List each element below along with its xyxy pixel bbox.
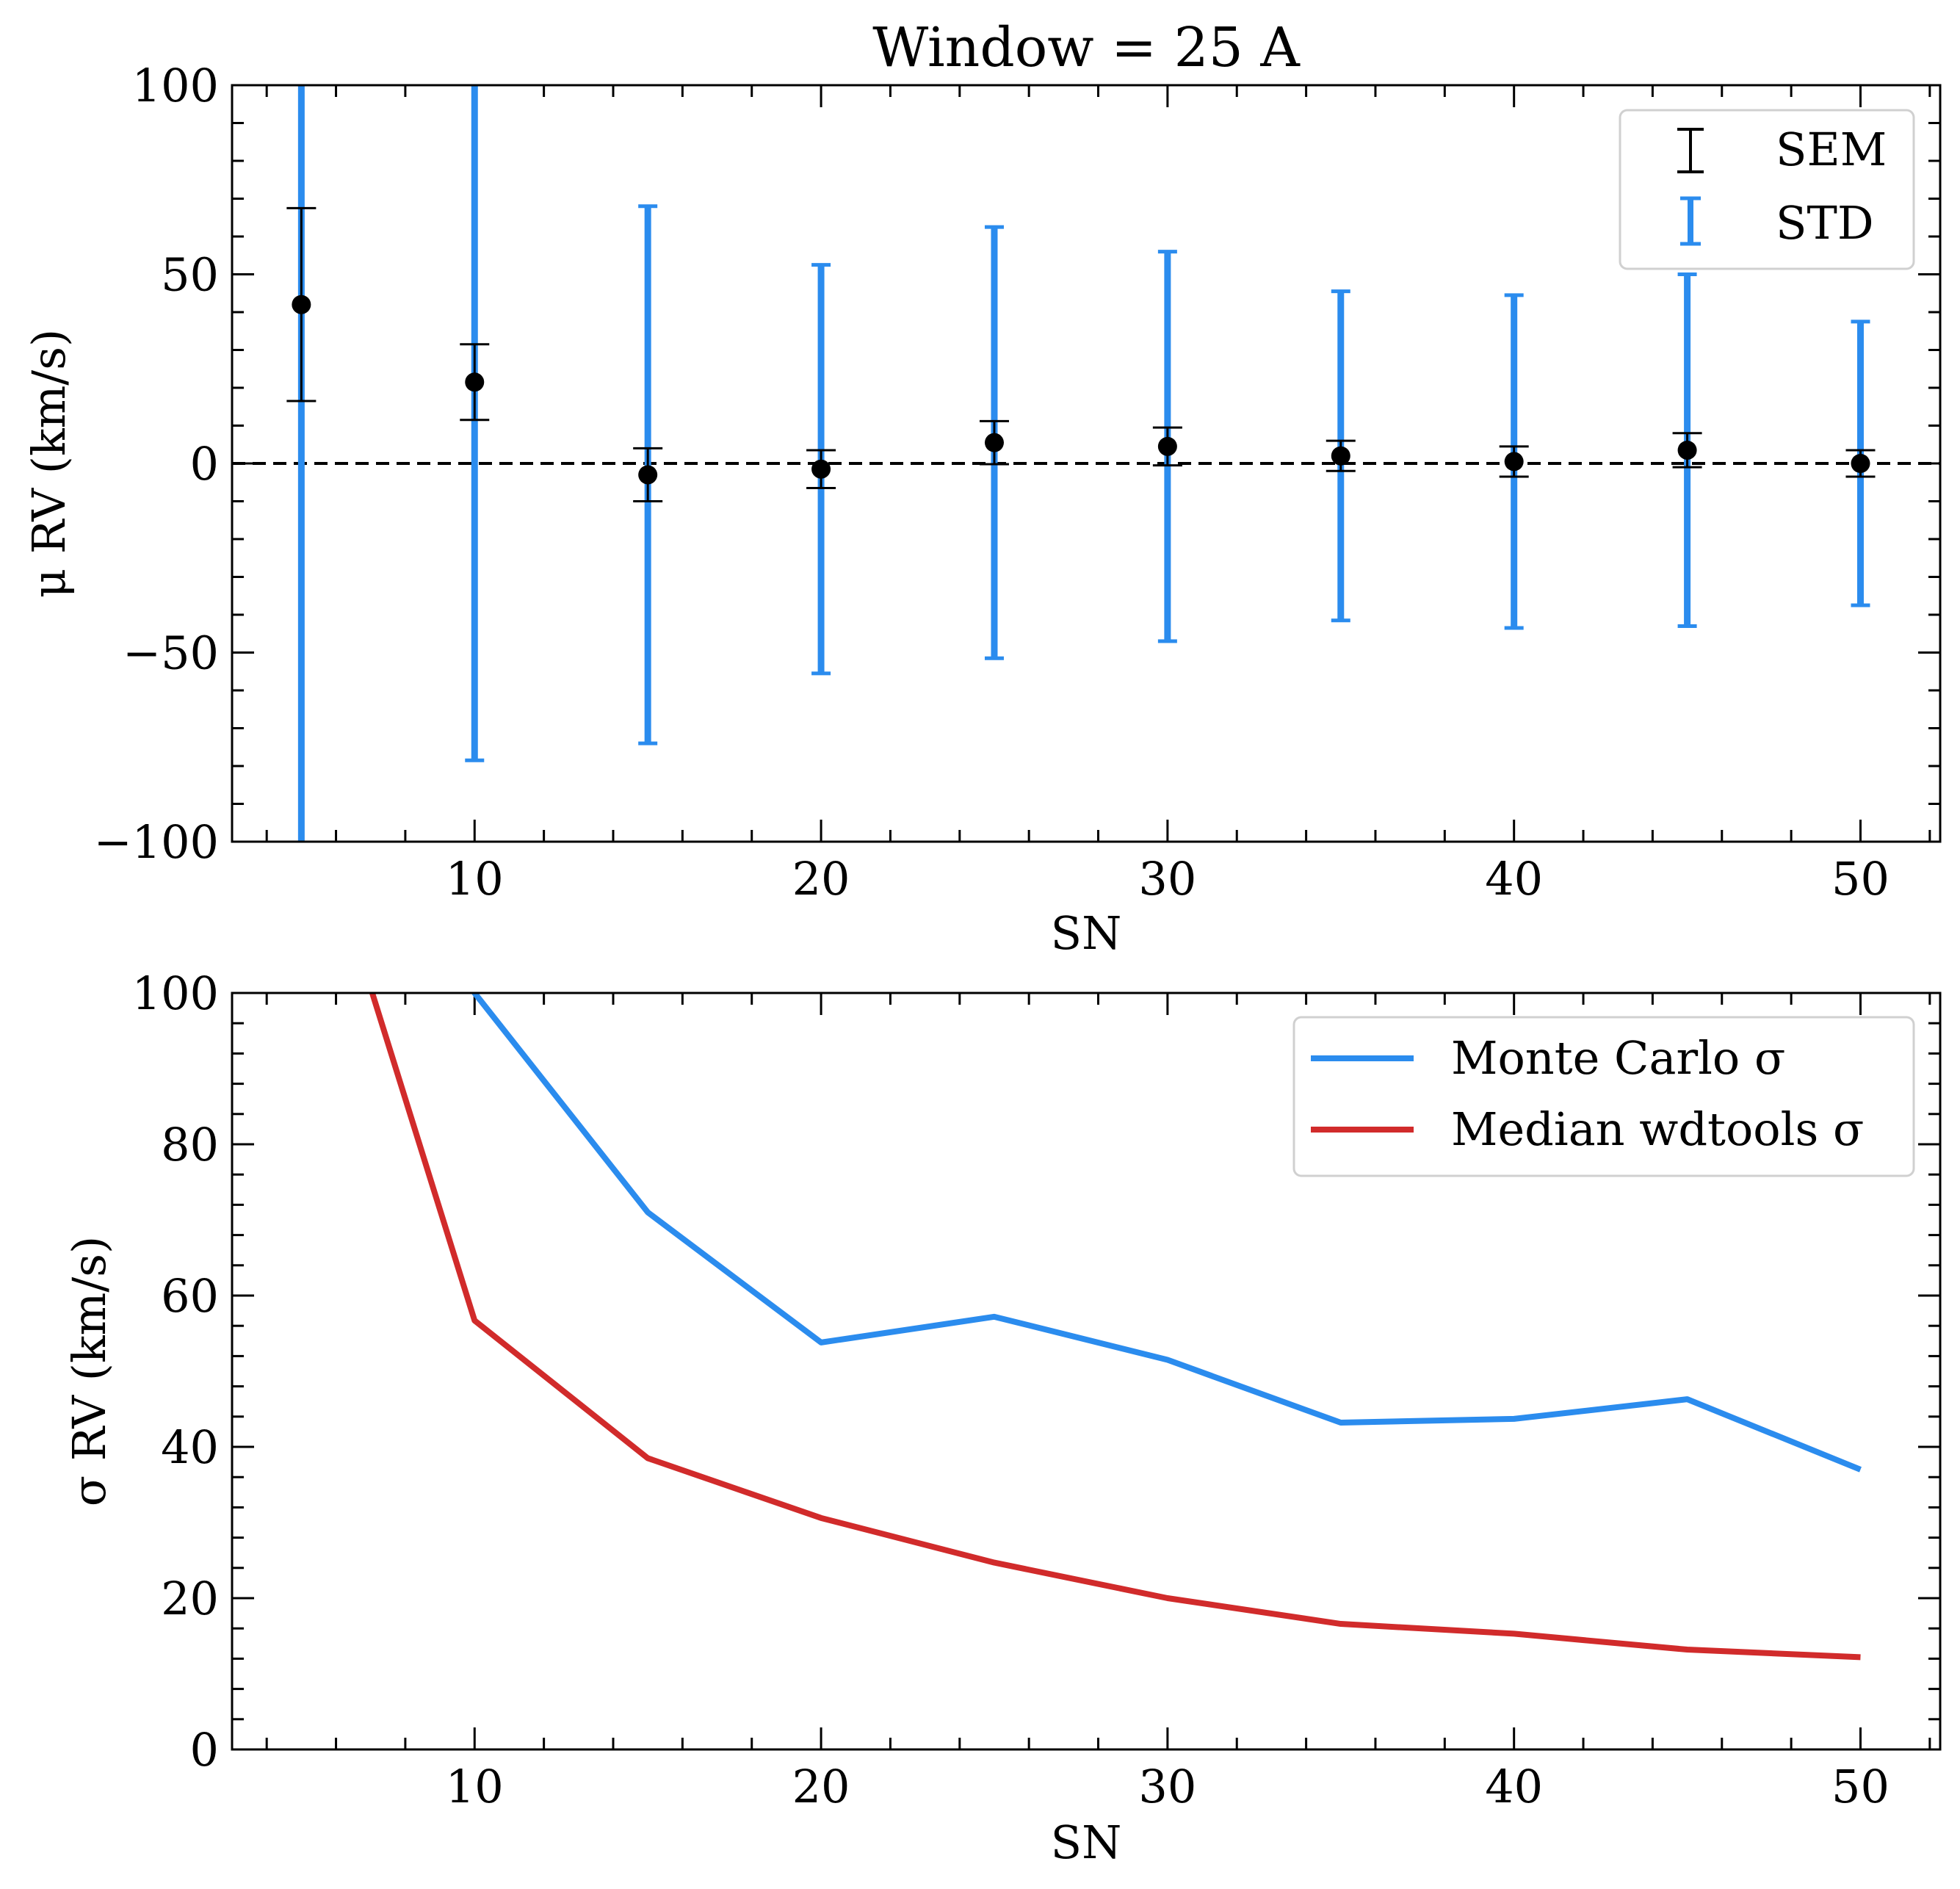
top-y-tick-label: 50 [161, 248, 219, 302]
top-plot-area [232, 85, 1940, 842]
bottom-x-tick-label: 50 [1831, 1760, 1890, 1813]
bottom-y-tick-label: 0 [190, 1723, 219, 1777]
bottom-x-tick-label: 30 [1138, 1760, 1196, 1813]
bottom-tick-labels: 10 20 30 40 50 0 20 40 60 80 100 [132, 967, 1890, 1813]
legend-std-label: STD [1776, 196, 1874, 250]
wdtools-line [369, 993, 1861, 1661]
mean-point [1504, 452, 1524, 472]
mean-point [638, 465, 658, 485]
top-axes-frame [231, 84, 1942, 843]
bottom-y-tick-label: 80 [161, 1118, 219, 1171]
bottom-y-tick-label: 60 [161, 1269, 219, 1323]
top-y-tick-label: −100 [94, 815, 219, 869]
chart-title: Window = 25 A [872, 16, 1301, 79]
top-x-tick-label: 10 [446, 852, 504, 906]
bottom-y-tick-label: 20 [161, 1572, 219, 1625]
legend-std-marker [1680, 196, 1701, 246]
bottom-x-tick-label: 10 [446, 1760, 504, 1813]
mean-point [292, 295, 311, 314]
top-y-axis-label: μ RV (km/s) [22, 329, 76, 598]
monte-carlo-line [471, 993, 1862, 1473]
mean-point [1677, 440, 1697, 460]
top-tick-labels: 10 20 30 40 50 −100 −50 0 50 100 [94, 59, 1890, 906]
bottom-panel: 10 20 30 40 50 0 20 40 60 80 100 SN σ RV (km/s) Mo… [62, 967, 1942, 1869]
top-y-tick-label: −50 [123, 626, 219, 680]
top-x-tick-label: 40 [1485, 852, 1543, 906]
bottom-legend-frame [1292, 1016, 1915, 1177]
mean-point [465, 372, 485, 392]
top-x-axis-label: SN [1051, 906, 1122, 960]
bottom-y-tick-label: 100 [132, 967, 219, 1020]
bottom-y-tick-label: 40 [161, 1420, 219, 1474]
bottom-x-tick-label: 20 [792, 1760, 850, 1813]
mean-point [1157, 436, 1177, 456]
legend-sem-marker [1677, 128, 1704, 173]
top-y-tick-label: 0 [190, 437, 219, 491]
bottom-x-tick-label: 40 [1485, 1760, 1543, 1813]
mean-point [811, 459, 831, 479]
mean-point [984, 433, 1004, 452]
top-axis-ticks [232, 84, 1940, 843]
bottom-x-axis-label: SN [1051, 1816, 1122, 1869]
legend-sem-label: SEM [1776, 123, 1887, 176]
bottom-plot-area [369, 993, 1862, 1661]
top-x-tick-label: 50 [1831, 852, 1890, 906]
top-x-tick-label: 20 [792, 852, 850, 906]
bottom-axes-frame [231, 992, 1942, 1751]
mean-point [1331, 446, 1350, 466]
top-legend: SEM STD [1619, 109, 1915, 270]
legend-monte-carlo-label: Monte Carlo σ [1451, 1031, 1785, 1085]
bottom-y-axis-label: σ RV (km/s) [62, 1236, 116, 1506]
bottom-legend: Monte Carlo σ Median wdtools σ [1292, 1016, 1915, 1177]
legend-wdtools-label: Median wdtools σ [1451, 1102, 1864, 1156]
top-y-tick-label: 100 [132, 59, 219, 112]
top-panel: Window = 25 A 10 20 30 40 50 −100 −50 0 50 100 SN… [22, 16, 1942, 960]
top-x-tick-label: 30 [1138, 852, 1196, 906]
mean-point [1851, 454, 1870, 473]
